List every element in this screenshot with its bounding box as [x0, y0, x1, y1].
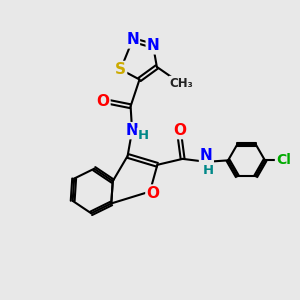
Text: O: O — [97, 94, 110, 109]
Text: O: O — [173, 123, 186, 138]
Text: N: N — [200, 148, 213, 163]
Text: O: O — [146, 185, 159, 200]
Text: CH₃: CH₃ — [169, 77, 194, 90]
Text: N: N — [147, 38, 160, 53]
Text: N: N — [126, 123, 139, 138]
Text: S: S — [115, 62, 126, 77]
Text: H: H — [138, 129, 149, 142]
Text: H: H — [202, 164, 213, 177]
Text: Cl: Cl — [276, 153, 291, 167]
Text: N: N — [126, 32, 139, 47]
